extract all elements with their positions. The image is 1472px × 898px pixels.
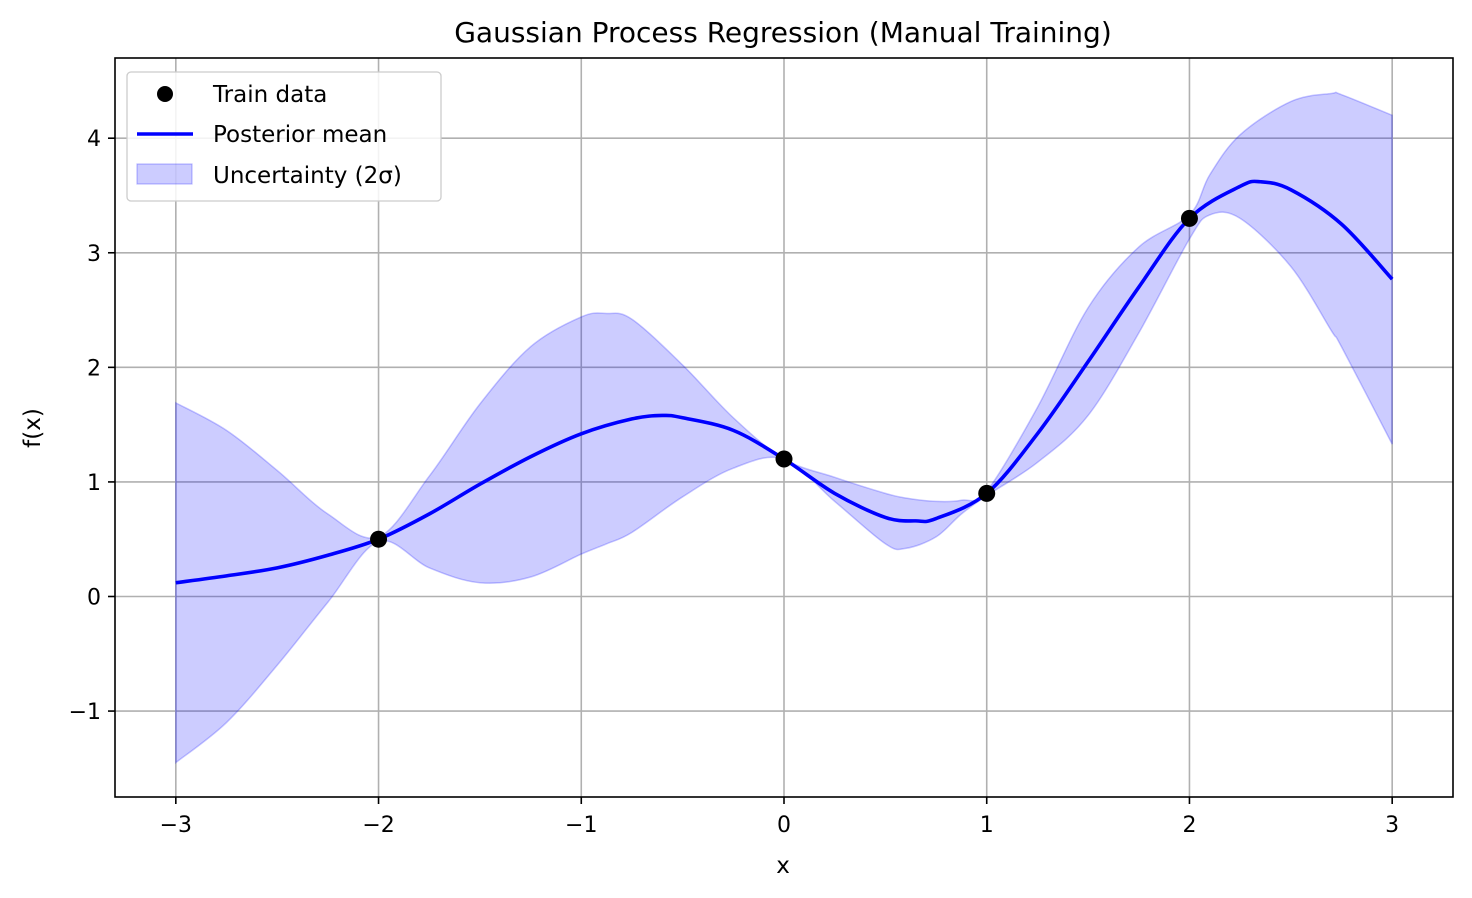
x-tick-label: 1 bbox=[980, 813, 994, 838]
y-tick-label: 3 bbox=[87, 242, 101, 267]
legend: Train data Posterior mean Uncertainty (2… bbox=[126, 71, 442, 202]
legend-train-marker bbox=[157, 86, 173, 102]
train-data-point bbox=[775, 450, 793, 468]
y-tick-label: 0 bbox=[87, 585, 101, 610]
x-tick-label: −2 bbox=[362, 813, 394, 838]
legend-label-train-data: Train data bbox=[212, 82, 327, 108]
x-axis-label: x bbox=[776, 853, 790, 879]
x-tick-label: 2 bbox=[1182, 813, 1196, 838]
uncertainty-band bbox=[175, 91, 1393, 765]
y-tick-label: 4 bbox=[87, 127, 101, 152]
posterior-mean-layer bbox=[175, 179, 1394, 585]
grid-lines bbox=[115, 58, 1453, 797]
legend-frame bbox=[126, 71, 442, 202]
x-tick-label: 0 bbox=[777, 813, 791, 838]
uncertainty-band-layer bbox=[175, 91, 1393, 765]
chart-title: Gaussian Process Regression (Manual Trai… bbox=[454, 16, 1112, 49]
x-tick-label: −3 bbox=[160, 813, 192, 838]
train-data-point bbox=[978, 484, 996, 502]
train-data-point bbox=[370, 530, 388, 548]
train-data-layer bbox=[370, 209, 1198, 548]
y-axis-label: f(x) bbox=[20, 408, 46, 448]
train-data-point bbox=[1180, 209, 1198, 227]
axis-ticks: −3 −2 −1 0 1 2 3 −1 0 1 2 3 4 bbox=[69, 127, 1400, 838]
posterior-mean-line bbox=[175, 179, 1394, 585]
legend-uncertainty-patch bbox=[136, 163, 193, 185]
x-tick-label: −1 bbox=[565, 813, 597, 838]
y-tick-label: −1 bbox=[69, 700, 101, 725]
y-tick-label: 2 bbox=[87, 356, 101, 381]
legend-label-uncertainty: Uncertainty (2σ) bbox=[213, 163, 402, 189]
y-tick-label: 1 bbox=[87, 471, 101, 496]
legend-label-posterior-mean: Posterior mean bbox=[213, 122, 387, 148]
x-tick-label: 3 bbox=[1385, 813, 1399, 838]
